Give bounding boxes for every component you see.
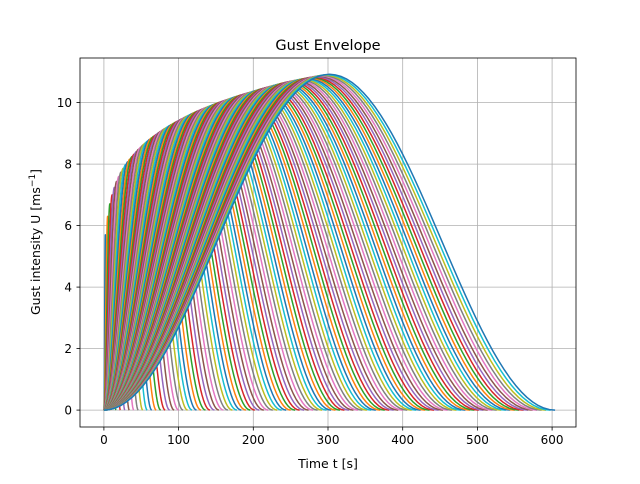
chart-title: Gust Envelope (275, 38, 380, 54)
series-line (103, 73, 556, 411)
y-tick-label: 4 (64, 280, 72, 294)
y-tick-label: 10 (57, 96, 72, 110)
x-tick-label: 400 (391, 433, 414, 447)
y-axis-label: Gust intensity U [ms−1] (28, 169, 43, 315)
x-tick-label: 200 (242, 433, 265, 447)
x-tick-label: 300 (317, 433, 340, 447)
ticks: 0 100 200 300 400 500 600 0 2 4 6 8 10 (57, 96, 564, 447)
x-tick-label: 500 (466, 433, 489, 447)
x-axis-label: Time t [s] (297, 456, 358, 471)
y-axis-label-main: Gust intensity U [ms (28, 187, 43, 315)
x-tick-label: 100 (167, 433, 190, 447)
y-tick-label: 0 (64, 403, 72, 417)
y-tick-label: 2 (64, 342, 72, 356)
y-axis-label-superscript: −1 (28, 174, 38, 187)
x-tick-label: 0 (100, 433, 108, 447)
series-curves (103, 73, 556, 411)
y-axis-label-end: ] (28, 169, 43, 174)
y-tick-label: 8 (64, 157, 72, 171)
x-tick-label: 600 (541, 433, 564, 447)
y-tick-label: 6 (64, 219, 72, 233)
